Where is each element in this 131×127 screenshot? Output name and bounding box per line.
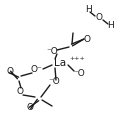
Text: ⁻O: ⁻O bbox=[73, 68, 85, 77]
Text: H: H bbox=[85, 5, 91, 14]
Text: +++: +++ bbox=[69, 57, 85, 61]
Text: ⁻O: ⁻O bbox=[46, 47, 58, 57]
Text: O⁻: O⁻ bbox=[30, 66, 42, 75]
Text: O: O bbox=[26, 104, 34, 113]
Text: O: O bbox=[95, 13, 102, 22]
Text: O: O bbox=[83, 35, 91, 44]
Text: O: O bbox=[17, 88, 23, 97]
Text: La: La bbox=[54, 58, 66, 68]
Text: H: H bbox=[107, 21, 113, 30]
Text: ⁻O: ⁻O bbox=[48, 77, 60, 86]
Text: O: O bbox=[7, 67, 13, 76]
